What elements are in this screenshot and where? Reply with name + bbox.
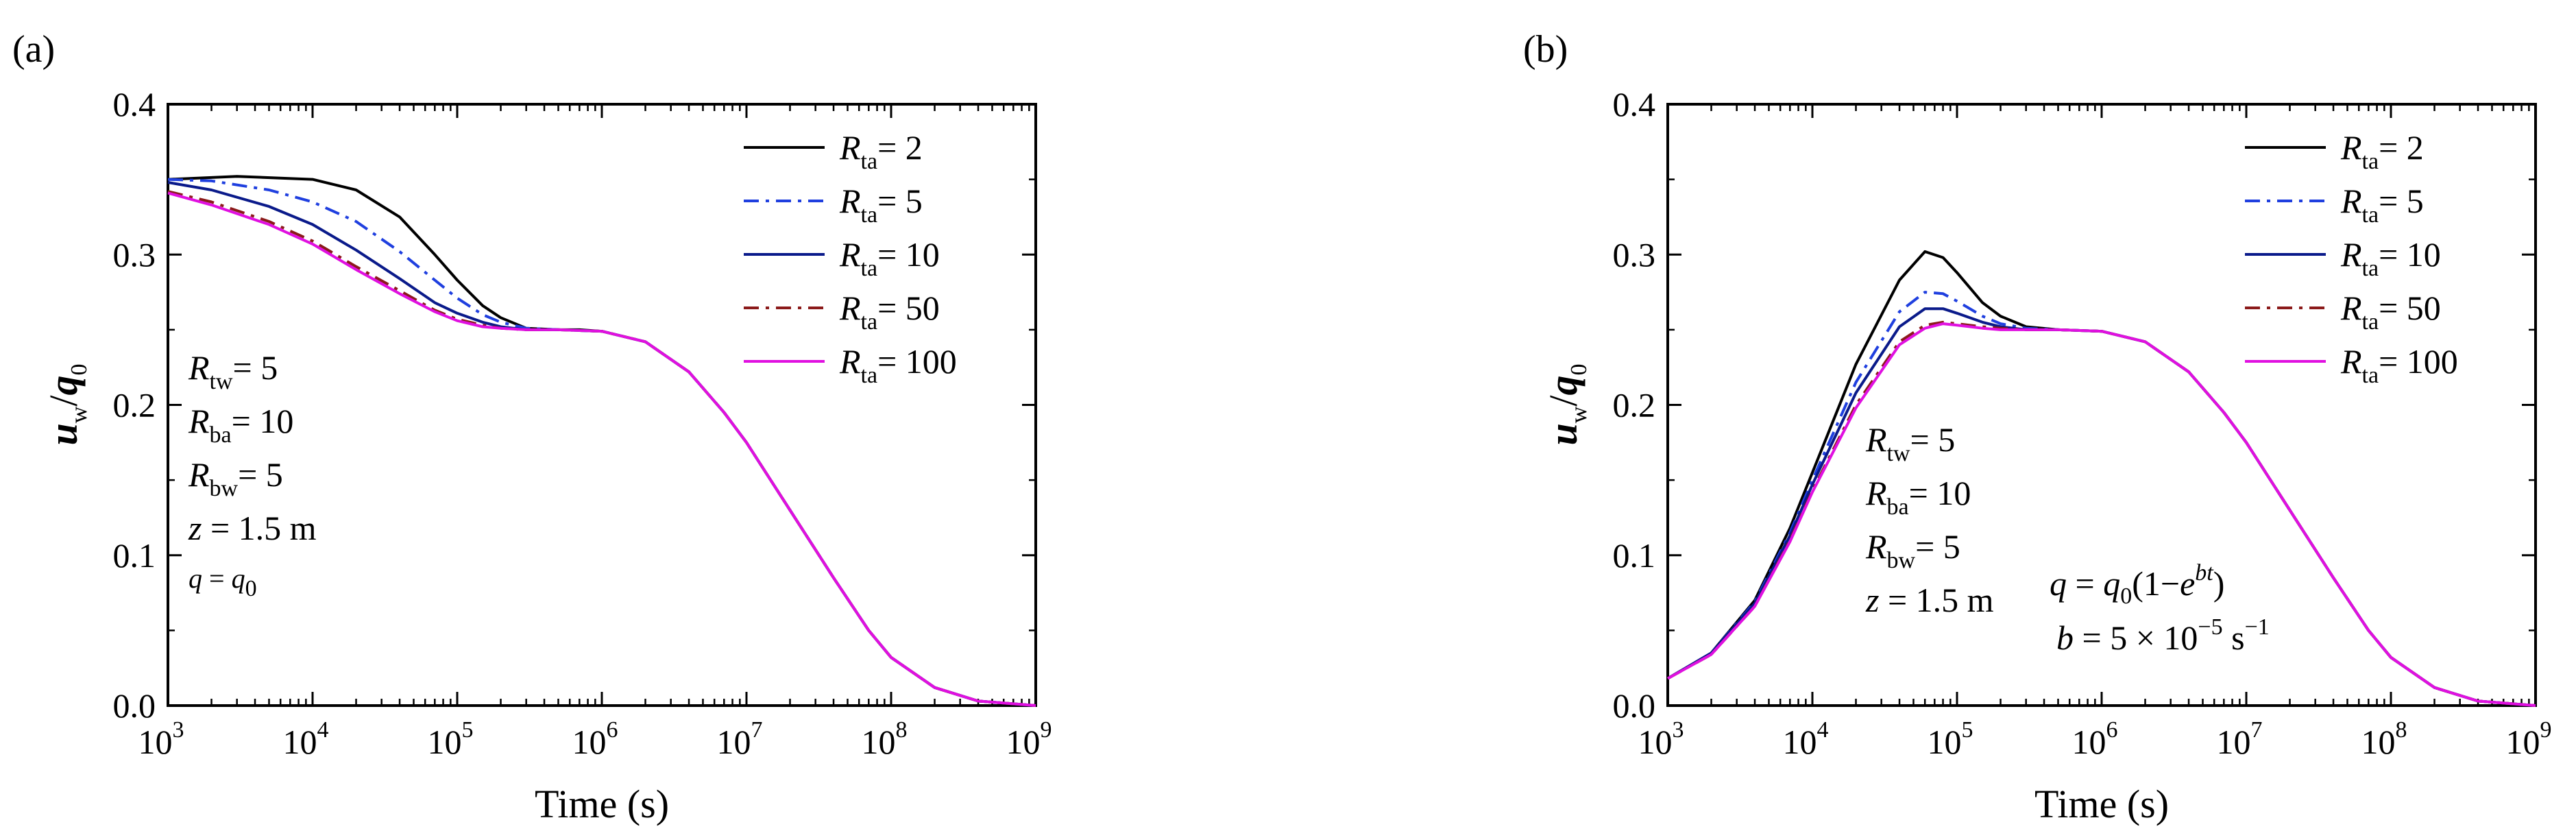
y-tick-label: 0.4 <box>113 85 156 123</box>
x-tick-label: 108 <box>2361 717 2407 761</box>
x-tick-label: 109 <box>1006 717 1052 761</box>
panel-b-xlabel: Time (s) <box>2034 782 2169 826</box>
y-tick-label: 0.3 <box>1613 235 1656 274</box>
panel-b-annotations: Rtw= 5 Rba= 10 Rbw= 5 z = 1.5 m <box>1865 420 1994 619</box>
legend-label-1: Rta= 2 <box>839 128 923 174</box>
x-tick-label: 107 <box>2217 717 2263 761</box>
x-tick-label: 107 <box>717 717 763 761</box>
annotation-5: q = q0 <box>189 563 257 601</box>
y-tick-label: 0.3 <box>113 235 156 274</box>
x-tick-label: 106 <box>572 717 618 761</box>
legend-label-5: Rta= 100 <box>839 342 957 388</box>
x-tick-label: 103 <box>1638 717 1684 761</box>
legend-label-3: Rta= 10 <box>839 235 940 281</box>
panel-a-series-lines <box>167 175 1036 707</box>
panel-b-series-lines <box>1666 250 2536 707</box>
legend-label-1: Rta= 2 <box>2340 128 2424 174</box>
legend-label-2: Rta= 5 <box>2340 182 2424 228</box>
panel-b-b-value: b = 5 × 10−5 s−1 <box>2056 614 2270 657</box>
legend-label-4: Rta= 50 <box>2340 289 2441 335</box>
annotation-2: Rba= 10 <box>188 402 293 448</box>
panel-a-annotations: Rtw= 5 Rba= 10 Rbw= 5 z = 1.5 m q = q0 <box>188 348 317 601</box>
panel-a-ticks: 103 104 105 106 107 108 109 0.0 0.1 0.2 0.3 0.4 <box>113 85 1052 761</box>
y-tick-label: 0.1 <box>1613 536 1656 575</box>
x-tick-label: 108 <box>862 717 908 761</box>
series-line-2 <box>1666 291 2536 707</box>
annotation-4: z = 1.5 m <box>188 509 317 547</box>
x-tick-label: 103 <box>138 717 184 761</box>
y-tick-label: 0.1 <box>113 536 156 575</box>
annotation-1: Rtw= 5 <box>188 348 278 394</box>
y-tick-label: 0.2 <box>113 386 156 424</box>
y-tick-label: 0.0 <box>113 686 156 725</box>
x-tick-label: 106 <box>2072 717 2118 761</box>
panel-b: (b) 103 104 105 106 107 108 109 0.0 0.1 0.2 0.3 0.4… <box>1523 28 2552 826</box>
panel-b-ticks: 103 104 105 106 107 108 109 0.0 0.1 0.2 0.3 0.4 <box>1613 85 2552 761</box>
annotation-2: Rba= 10 <box>1865 474 1971 520</box>
y-tick-label: 0.4 <box>1613 85 1656 123</box>
y-tick-label: 0.0 <box>1613 686 1656 725</box>
annotation-3: Rbw= 5 <box>188 455 283 501</box>
x-tick-label: 104 <box>283 717 329 761</box>
panel-a-label: (a) <box>12 28 55 71</box>
y-tick-label: 0.2 <box>1613 386 1656 424</box>
panel-a-xlabel: Time (s) <box>535 782 669 826</box>
annotation-3: Rbw= 5 <box>1865 527 1960 573</box>
annotation-1: Rtw= 5 <box>1865 420 1955 466</box>
x-tick-label: 105 <box>428 717 474 761</box>
x-tick-label: 104 <box>1783 717 1829 761</box>
panel-a: (a) 103 104 105 106 107 108 109 0.0 0.1 0.2 0.3 0.4… <box>12 28 1052 826</box>
legend-label-3: Rta= 10 <box>2340 235 2441 281</box>
panel-b-q-formula: q = q0(1−ebt) <box>2050 560 2224 609</box>
annotation-4: z = 1.5 m <box>1865 581 1994 619</box>
series-line-5 <box>167 191 1036 707</box>
x-tick-label: 109 <box>2506 717 2552 761</box>
legend-label-4: Rta= 50 <box>839 289 940 335</box>
panel-a-legend: Rta= 2 Rta= 5 Rta= 10 Rta= 50 Rta= 100 <box>744 128 957 388</box>
panel-b-label: (b) <box>1523 28 1568 71</box>
x-tick-label: 105 <box>1928 717 1973 761</box>
legend-label-5: Rta= 100 <box>2340 342 2458 388</box>
panel-b-legend: Rta= 2 Rta= 5 Rta= 10 Rta= 50 Rta= 100 <box>2245 128 2458 388</box>
legend-label-2: Rta= 5 <box>839 182 923 228</box>
panel-a-ylabel: uw/q0 <box>41 364 92 446</box>
series-line-5 <box>1667 322 2536 707</box>
panel-b-ylabel: uw/q0 <box>1541 364 1592 446</box>
